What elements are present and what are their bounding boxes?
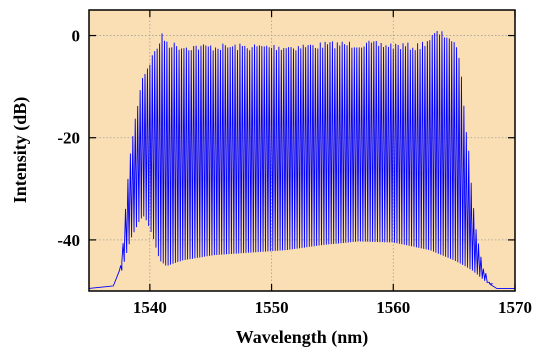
y-tick-label: -20 — [57, 129, 80, 148]
plot-frame — [88, 9, 516, 292]
y-tick-label: 0 — [72, 27, 81, 46]
x-tick-label: 1570 — [498, 298, 532, 317]
x-tick-label: 1540 — [133, 298, 167, 317]
x-axis-label: Wavelength (nm) — [236, 327, 369, 348]
axis-ticks: 1540 1550 1560 1570 0 -20 -40 — [57, 10, 532, 317]
y-axis-label: Intensity (dB) — [10, 97, 31, 204]
x-tick-label: 1560 — [376, 298, 410, 317]
x-tick-label: 1550 — [255, 298, 289, 317]
spectrum-line — [88, 31, 515, 289]
y-tick-label: -40 — [57, 231, 80, 250]
